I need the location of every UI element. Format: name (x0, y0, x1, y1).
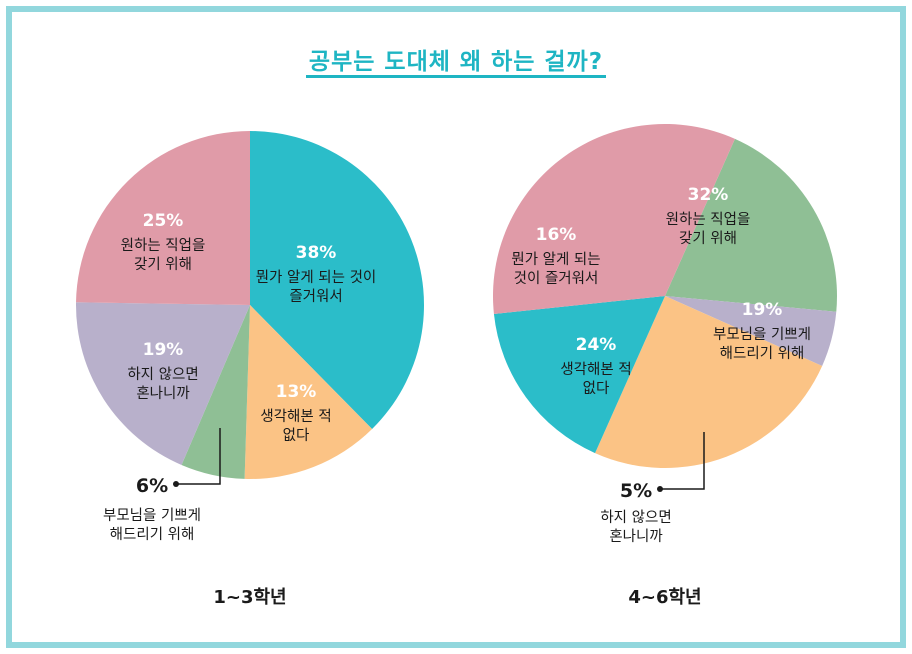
pie-slice (244, 305, 373, 479)
slice-category-label: 갖기 위해 (679, 230, 737, 247)
slice-category-label: 해드리기 위해 (110, 526, 195, 543)
leader-dot (657, 486, 663, 492)
slice-percent-label: 32% (688, 185, 729, 205)
page-title: 공부는 도대체 왜 하는 걸까? (308, 49, 604, 75)
slice-category-label: 부모님을 기쁘게 (713, 326, 811, 343)
leader-line (176, 428, 221, 485)
slice-category-label: 생각해본 적 (560, 361, 631, 378)
pie-slice (493, 296, 665, 454)
pie-slice (76, 131, 250, 305)
slice-category-label: 갖기 위해 (134, 256, 192, 273)
slice-category-label: 하지 않으면 (127, 366, 198, 383)
slice-category-label: 없다 (283, 427, 310, 444)
slice-category-label: 뭔가 알게 되는 것이 (256, 269, 377, 286)
slice-percent-label: 25% (143, 211, 184, 231)
pie-slice (250, 131, 425, 429)
slice-category-label: 혼나니까 (136, 385, 189, 402)
slice-category-label: 하지 않으면 (600, 509, 671, 526)
pie-slice (595, 296, 823, 468)
slice-category-label: 원하는 직업을 (666, 211, 751, 228)
pie-slice (665, 296, 837, 366)
slice-category-label: 것이 즐거워서 (514, 270, 599, 287)
leader-line (660, 432, 705, 490)
slice-percent-label: 6% (136, 475, 168, 497)
slice-category-label: 해드리기 위해 (720, 345, 805, 362)
pie-slice (75, 302, 250, 465)
slice-percent-label: 5% (620, 480, 652, 502)
slice-category-label: 없다 (583, 380, 610, 397)
slice-category-label: 부모님을 기쁘게 (103, 507, 201, 524)
slice-percent-label: 24% (576, 335, 617, 355)
title-underline (306, 75, 606, 78)
grade-label: 1~3학년 (213, 586, 286, 608)
leader-dot (173, 481, 179, 487)
pie-slice (493, 123, 735, 314)
pie-slice (665, 138, 837, 312)
slice-category-label: 혼나니까 (609, 528, 662, 545)
slice-percent-label: 19% (742, 300, 783, 320)
slice-category-label: 즐거워서 (289, 288, 342, 305)
slice-category-label: 뭔가 알게 되는 (511, 251, 600, 268)
pie-slice (181, 305, 250, 479)
slice-percent-label: 16% (536, 225, 577, 245)
slice-percent-label: 38% (296, 243, 337, 263)
slice-percent-label: 19% (143, 340, 184, 360)
slice-percent-label: 13% (276, 382, 317, 402)
slice-category-label: 생각해본 적 (260, 408, 331, 425)
slice-category-label: 원하는 직업을 (121, 237, 206, 254)
grade-label: 4~6학년 (628, 586, 701, 608)
